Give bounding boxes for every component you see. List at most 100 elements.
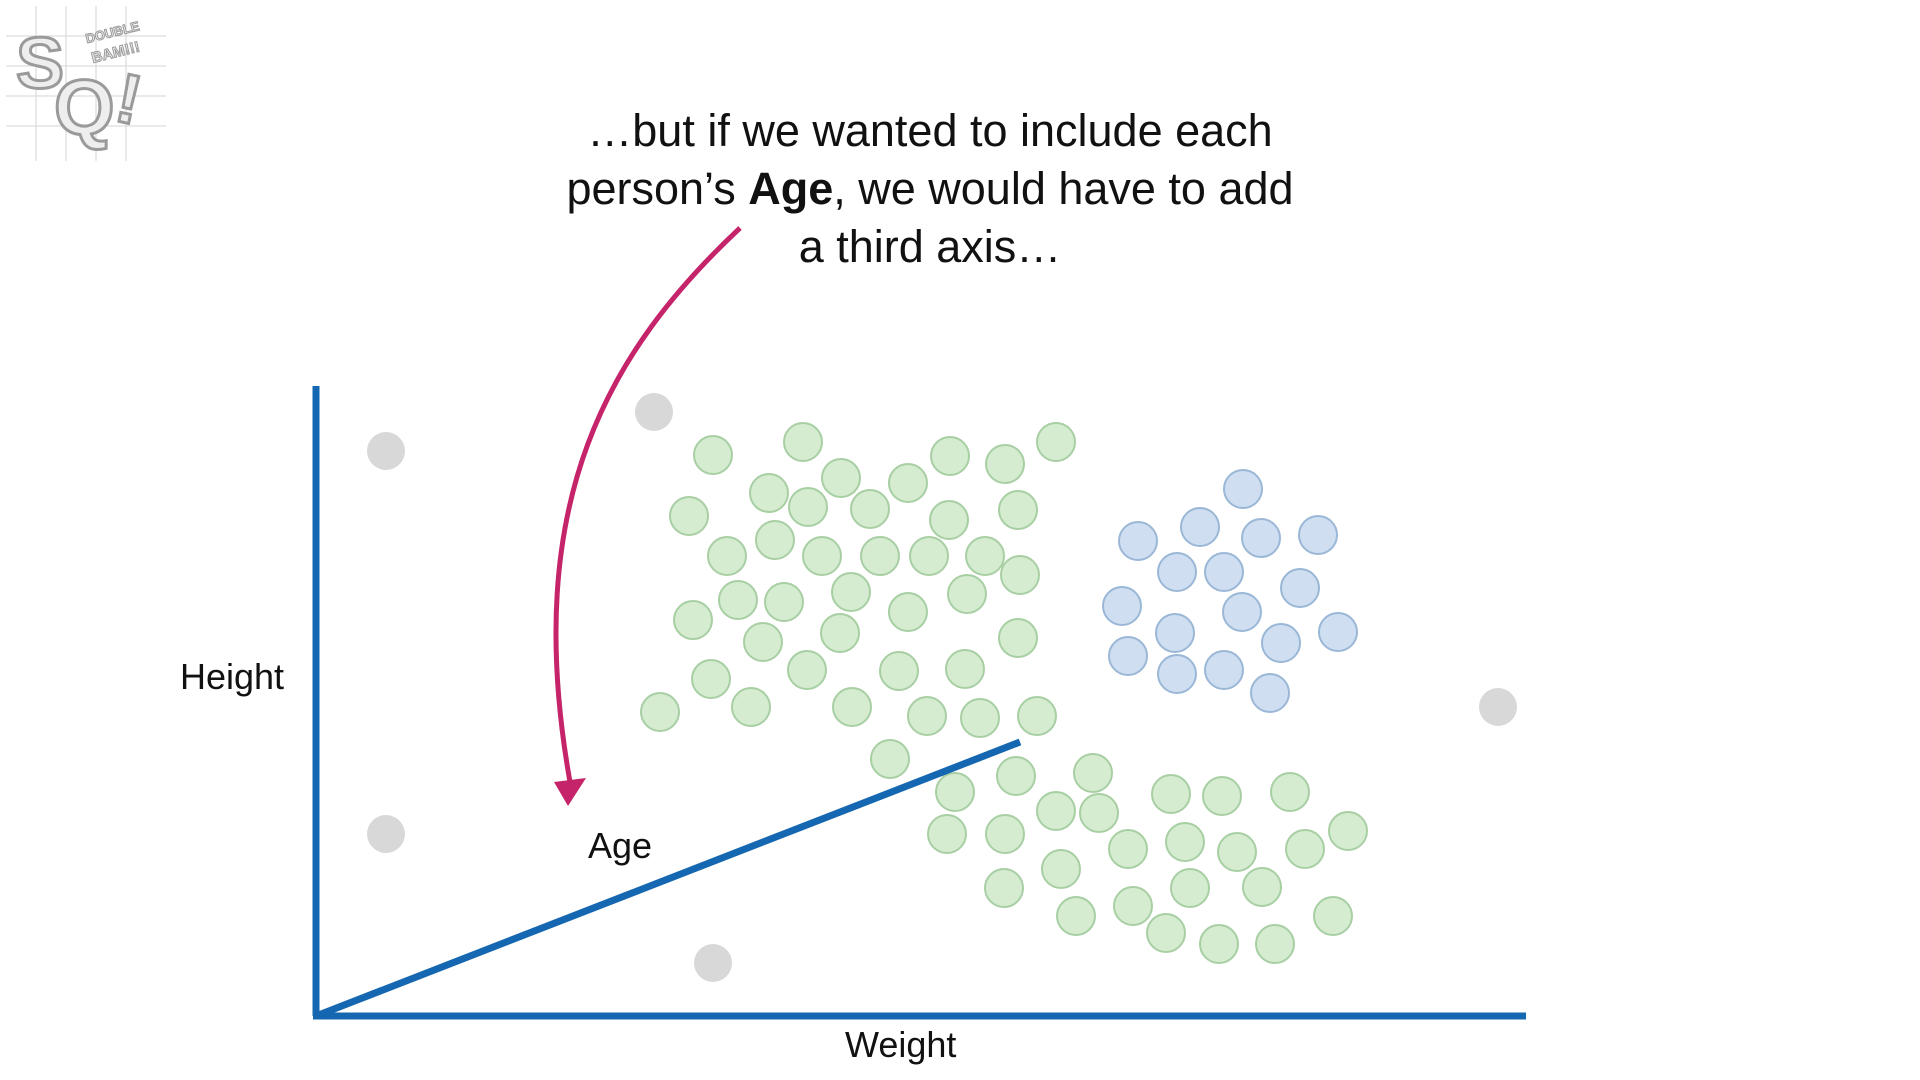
blue-point	[1108, 636, 1148, 676]
green-point	[731, 687, 771, 727]
green-point	[998, 618, 1038, 658]
caption-line-1: …but if we wanted to include each	[587, 105, 1273, 156]
green-point	[1328, 811, 1368, 851]
blue-point	[1241, 518, 1281, 558]
green-point	[929, 500, 969, 540]
svg-text:Q: Q	[54, 63, 115, 151]
green-point	[820, 613, 860, 653]
green-point	[860, 536, 900, 576]
green-point	[996, 756, 1036, 796]
green-point	[1313, 896, 1353, 936]
green-point	[888, 592, 928, 632]
green-point	[1113, 886, 1153, 926]
green-point	[783, 422, 823, 462]
blue-point	[1222, 592, 1262, 632]
green-point	[984, 868, 1024, 908]
green-point	[640, 692, 680, 732]
green-point	[1255, 924, 1295, 964]
blue-point	[1318, 612, 1358, 652]
green-point	[788, 487, 828, 527]
green-point	[960, 698, 1000, 738]
green-point	[1000, 555, 1040, 595]
blue-point	[1280, 568, 1320, 608]
x-axis-label: Weight	[845, 1024, 957, 1065]
green-point	[755, 520, 795, 560]
caption-line-2: person’s Age, we would have to add	[430, 160, 1430, 218]
green-point	[673, 600, 713, 640]
green-point	[947, 574, 987, 614]
green-cluster-bottom	[927, 753, 1368, 964]
green-point	[1199, 924, 1239, 964]
blue-point	[1261, 623, 1301, 663]
outlier-point	[694, 944, 732, 982]
green-point	[907, 696, 947, 736]
green-point	[909, 536, 949, 576]
green-point	[1146, 913, 1186, 953]
caption-line-2-prefix: person’s	[566, 163, 749, 214]
green-point	[1242, 867, 1282, 907]
green-point	[1073, 753, 1113, 793]
blue-point	[1204, 650, 1244, 690]
green-point	[927, 814, 967, 854]
green-point	[985, 814, 1025, 854]
green-point	[707, 536, 747, 576]
green-point	[831, 572, 871, 612]
svg-text:S: S	[16, 24, 64, 104]
green-point	[821, 458, 861, 498]
green-point	[1036, 791, 1076, 831]
blue-point	[1204, 552, 1244, 592]
green-point	[985, 444, 1025, 484]
green-point	[1151, 774, 1191, 814]
green-point	[1056, 896, 1096, 936]
green-point	[749, 473, 789, 513]
blue-cluster	[1102, 469, 1358, 713]
blue-point	[1102, 586, 1142, 626]
green-point	[693, 435, 733, 475]
blue-point	[1223, 469, 1263, 509]
green-point	[743, 622, 783, 662]
green-point	[870, 739, 910, 779]
green-point	[965, 536, 1005, 576]
outlier-points	[367, 393, 1517, 982]
green-point	[764, 582, 804, 622]
blue-point	[1180, 507, 1220, 547]
green-point	[1202, 776, 1242, 816]
caption-line-3: a third axis…	[798, 221, 1062, 272]
green-point	[1036, 422, 1076, 462]
age-axis-label: Age	[588, 825, 653, 866]
green-point	[879, 651, 919, 691]
green-point	[669, 496, 709, 536]
green-point	[945, 649, 985, 689]
green-point	[718, 580, 758, 620]
outlier-point	[1479, 688, 1517, 726]
green-cluster-top	[640, 422, 1076, 779]
green-point	[802, 536, 842, 576]
green-point	[1041, 849, 1081, 889]
blue-point	[1155, 613, 1195, 653]
y-axis-label: Height	[180, 656, 285, 697]
curved-arrow	[553, 226, 742, 783]
age-axis	[314, 738, 1022, 1020]
green-point	[1217, 832, 1257, 872]
green-point	[832, 687, 872, 727]
blue-point	[1250, 673, 1290, 713]
caption-age-emphasis: Age	[748, 163, 834, 214]
arrow-head	[554, 778, 586, 806]
blue-point	[1298, 515, 1338, 555]
green-point	[1079, 793, 1119, 833]
caption-line-2-suffix: , we would have to add	[833, 163, 1294, 214]
blue-point	[1157, 552, 1197, 592]
green-point	[935, 772, 975, 812]
green-point	[1108, 829, 1148, 869]
blue-point	[1118, 521, 1158, 561]
green-point	[888, 463, 928, 503]
green-point	[930, 436, 970, 476]
green-point	[691, 659, 731, 699]
green-point	[787, 650, 827, 690]
blue-point	[1157, 654, 1197, 694]
caption: …but if we wanted to include each person…	[430, 102, 1430, 276]
statquest-logo: S Q ! DOUBLE BAM!!!	[6, 6, 166, 161]
outlier-point	[635, 393, 673, 431]
